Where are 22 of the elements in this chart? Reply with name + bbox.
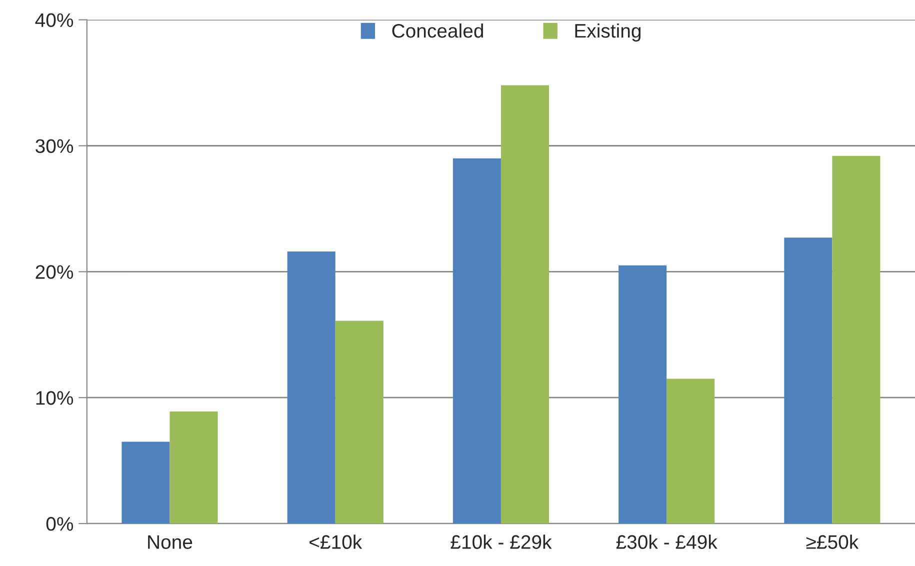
bar — [335, 320, 384, 524]
y-tick-label: 10% — [36, 391, 74, 405]
bar — [170, 411, 218, 524]
x-tick-label: ≥£50k — [806, 534, 859, 549]
bar — [500, 85, 549, 524]
bar — [287, 252, 336, 524]
y-tick-label: 0% — [46, 517, 74, 531]
legend-label: Concealed — [392, 23, 483, 38]
bar — [784, 238, 832, 524]
bar — [618, 265, 667, 524]
bar — [122, 442, 170, 524]
bar — [832, 156, 880, 524]
y-tick-label: 20% — [36, 265, 74, 279]
bar — [452, 158, 501, 524]
y-tick-label: 40% — [35, 13, 74, 28]
legend-label: Existing — [575, 23, 641, 42]
bar — [666, 378, 715, 524]
y-tick-label: 30% — [36, 139, 74, 153]
x-tick-label: <£10k — [310, 534, 362, 549]
x-tick-label: £10k - £29k — [450, 534, 552, 549]
x-tick-label: £30k - £49k — [616, 534, 718, 549]
x-tick-label: None — [148, 535, 192, 549]
